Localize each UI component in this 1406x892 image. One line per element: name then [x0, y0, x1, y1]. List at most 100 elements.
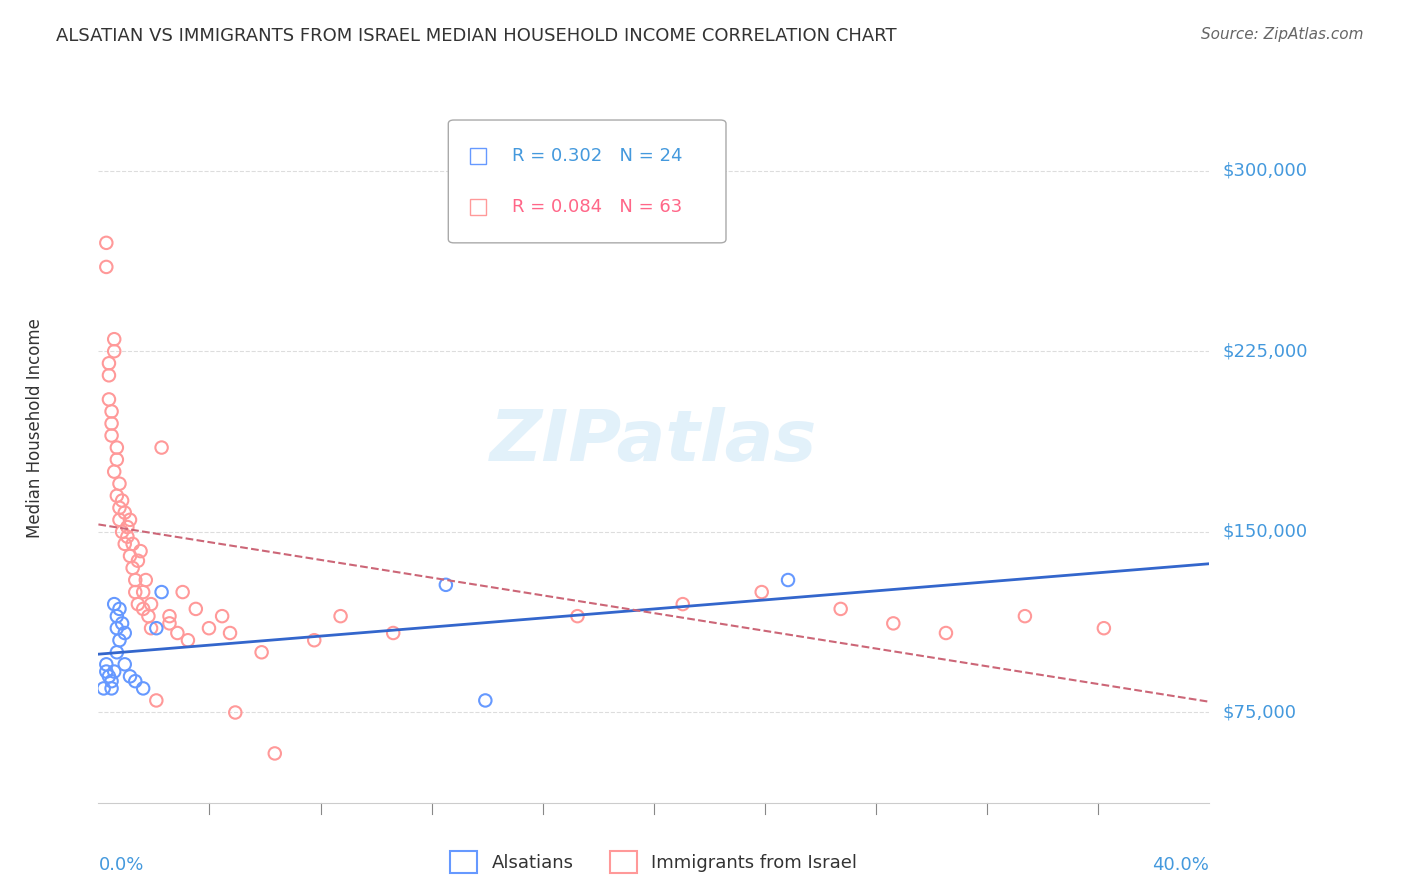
Point [105, 645, 128, 659]
Point [103, 344, 125, 359]
Point [211, 609, 233, 624]
Point [111, 616, 134, 631]
Point [776, 573, 799, 587]
Point [159, 609, 181, 624]
Text: R = 0.302   N = 24: R = 0.302 N = 24 [512, 147, 682, 165]
Point [103, 332, 125, 346]
Point [830, 602, 852, 616]
Point [103, 665, 125, 679]
Point [121, 561, 143, 575]
Point [567, 609, 589, 624]
Point [129, 544, 152, 558]
Point [198, 621, 221, 635]
Point [105, 452, 128, 467]
Point [111, 493, 134, 508]
Point [166, 626, 188, 640]
Legend: Alsatians, Immigrants from Israel: Alsatians, Immigrants from Israel [443, 844, 865, 880]
Point [118, 513, 141, 527]
Text: $300,000: $300,000 [1222, 161, 1308, 179]
Point [108, 602, 131, 616]
Point [127, 554, 149, 568]
Point [118, 549, 141, 563]
Point [108, 476, 131, 491]
Point [138, 609, 160, 624]
Point [97, 368, 120, 383]
Point [121, 537, 143, 551]
Point [132, 585, 155, 599]
Point [1092, 621, 1115, 635]
Point [159, 616, 181, 631]
Point [124, 573, 146, 587]
Point [114, 537, 136, 551]
Point [103, 597, 125, 611]
Point [135, 573, 157, 587]
Point [93, 681, 115, 696]
Point [100, 681, 122, 696]
Point [150, 585, 173, 599]
Text: Median Household Income: Median Household Income [27, 318, 44, 538]
Point [105, 609, 128, 624]
Point [103, 465, 125, 479]
Point [382, 626, 405, 640]
Text: R = 0.084   N = 63: R = 0.084 N = 63 [512, 198, 682, 216]
Point [114, 506, 136, 520]
Point [117, 520, 139, 534]
Point [124, 585, 146, 599]
Text: ZIPatlas: ZIPatlas [491, 407, 817, 476]
Point [139, 621, 162, 635]
Point [108, 500, 131, 515]
FancyBboxPatch shape [449, 120, 725, 243]
Point [97, 356, 120, 370]
Point [139, 597, 162, 611]
Point [97, 669, 120, 683]
Point [124, 674, 146, 689]
Point [1014, 609, 1036, 624]
Text: $225,000: $225,000 [1222, 343, 1308, 360]
Point [434, 578, 457, 592]
Point [114, 657, 136, 672]
Point [105, 441, 128, 455]
Point [105, 621, 128, 635]
Point [105, 489, 128, 503]
Point [224, 706, 246, 720]
Point [132, 681, 155, 696]
Point [96, 665, 118, 679]
Point [751, 585, 773, 599]
Point [184, 602, 207, 616]
Point [111, 524, 134, 539]
Point [474, 693, 496, 707]
Point [304, 633, 326, 648]
Text: 40.0%: 40.0% [1153, 855, 1209, 874]
Point [127, 597, 149, 611]
Point [96, 260, 118, 274]
Point [672, 597, 695, 611]
Point [250, 645, 273, 659]
Point [882, 616, 904, 631]
Text: ALSATIAN VS IMMIGRANTS FROM ISRAEL MEDIAN HOUSEHOLD INCOME CORRELATION CHART: ALSATIAN VS IMMIGRANTS FROM ISRAEL MEDIA… [56, 27, 897, 45]
Point [132, 602, 155, 616]
Point [108, 633, 131, 648]
Point [145, 693, 167, 707]
Point [150, 441, 173, 455]
Point [935, 626, 957, 640]
Point [96, 235, 118, 250]
Point [100, 404, 122, 418]
Point [117, 530, 139, 544]
Point [108, 513, 131, 527]
Point [177, 633, 200, 648]
Text: $150,000: $150,000 [1222, 523, 1308, 541]
Point [172, 585, 194, 599]
Point [263, 747, 285, 761]
Text: Source: ZipAtlas.com: Source: ZipAtlas.com [1201, 27, 1364, 42]
Point [100, 674, 122, 689]
Point [219, 626, 242, 640]
Point [96, 657, 118, 672]
Point [145, 621, 167, 635]
Point [100, 428, 122, 442]
Point [97, 392, 120, 407]
Point [100, 417, 122, 431]
Text: 0.0%: 0.0% [98, 855, 143, 874]
Point [118, 669, 141, 683]
Text: $75,000: $75,000 [1222, 704, 1296, 722]
Point [329, 609, 352, 624]
